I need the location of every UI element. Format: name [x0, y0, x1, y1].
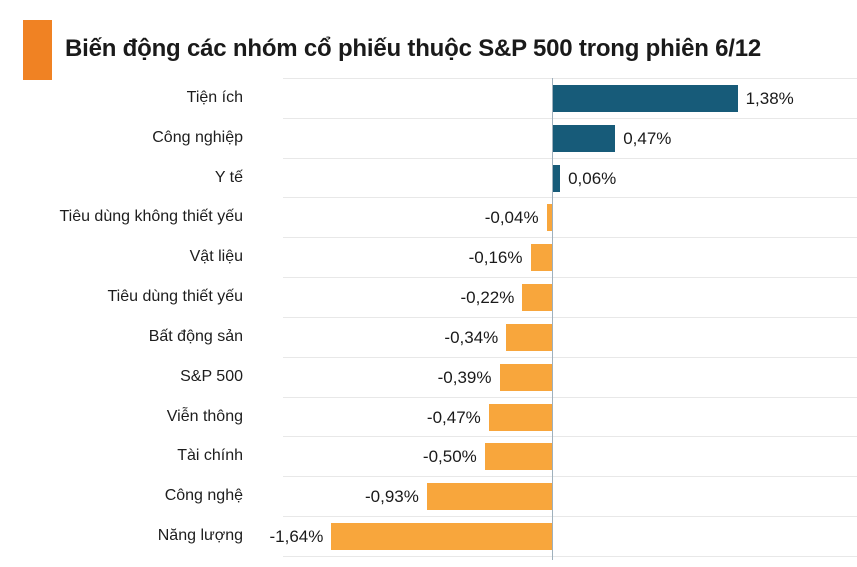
- value-label: 0,06%: [568, 168, 617, 188]
- chart-row: Tiêu dùng không thiết yếu -0,04%: [0, 197, 857, 237]
- category-label: Công nghiệp: [152, 128, 243, 146]
- plot-area: -0,39%: [283, 356, 857, 397]
- category-label: Viễn thông: [166, 407, 243, 425]
- plot-area: -0,93%: [283, 476, 857, 516]
- category-label: S&P 500: [180, 367, 243, 385]
- chart-row: Công nghiệp 0,47%: [0, 117, 857, 158]
- chart-row: Tiêu dùng thiết yếu -0,22%: [0, 277, 857, 317]
- value-label: -0,47%: [426, 407, 481, 427]
- negative-bar: [499, 363, 552, 391]
- negative-bar: [484, 443, 553, 471]
- chart-row: Năng lượng -1,64%: [0, 516, 857, 556]
- plot-area: -0,16%: [283, 237, 857, 277]
- category-label: Y tế: [214, 168, 243, 186]
- negative-bar: [331, 523, 552, 551]
- category-label: Năng lượng: [157, 527, 243, 545]
- category-label: Tài chính: [177, 447, 243, 465]
- value-label: -0,39%: [437, 367, 492, 387]
- negative-bar: [530, 244, 552, 272]
- plot-area: 0,47%: [283, 117, 857, 158]
- chart-row: S&P 500 -0,39%: [0, 356, 857, 397]
- category-label: Tiện ích: [186, 89, 243, 106]
- chart-row: Công nghệ -0,93%: [0, 476, 857, 516]
- plot-area: -0,04%: [283, 197, 857, 237]
- value-label: -0,93%: [365, 487, 419, 507]
- value-label: -0,34%: [444, 327, 499, 347]
- negative-bar: [546, 204, 552, 232]
- chart-row: Bất động sản -0,34%: [0, 316, 857, 357]
- chart-row: Vật liệu -0,16%: [0, 237, 857, 277]
- sp500-sector-bar-chart: Tiện ích 1,38% Công nghiệp 0,47% Y tế 0,06% Ti…: [0, 78, 857, 560]
- plot-area: -1,64%: [270, 516, 857, 556]
- value-label: 1,38%: [745, 89, 794, 108]
- value-label: -0,16%: [468, 248, 523, 268]
- positive-bar: [552, 124, 616, 152]
- zero-axis-line: [552, 78, 553, 560]
- value-label: 0,47%: [623, 128, 672, 148]
- positive-bar: [552, 85, 738, 112]
- value-label: -0,50%: [422, 447, 477, 467]
- chart-row: Tiện ích 1,38%: [0, 78, 857, 118]
- plot-area: -0,47%: [283, 396, 857, 437]
- category-label: Vật liệu: [189, 248, 243, 266]
- negative-bar: [522, 284, 552, 312]
- positive-bar: [552, 164, 561, 192]
- value-label: -1,64%: [269, 527, 324, 547]
- plot-area: -0,50%: [283, 436, 857, 476]
- plot-area: -0,22%: [283, 277, 857, 317]
- category-label: Tiêu dùng không thiết yếu: [59, 208, 243, 226]
- value-label: -0,04%: [484, 208, 539, 228]
- value-label: -0,22%: [460, 288, 515, 308]
- negative-bar: [488, 403, 552, 431]
- category-label: Bất động sản: [148, 327, 243, 345]
- chart-row: Y tế 0,06%: [0, 157, 857, 198]
- plot-area: -0,34%: [283, 316, 857, 357]
- plot-area: 0,06%: [283, 157, 857, 198]
- negative-bar: [506, 323, 552, 351]
- chart-row: Viễn thông -0,47%: [0, 396, 857, 437]
- plot-area: 1,38%: [283, 78, 857, 118]
- category-label: Tiêu dùng thiết yếu: [107, 288, 244, 306]
- chart-row: Tài chính -0,50%: [0, 436, 857, 476]
- negative-bar: [426, 483, 552, 511]
- chart-title: Biến động các nhóm cổ phiếu thuộc S&P 50…: [65, 35, 762, 62]
- bottom-gridline: [283, 556, 857, 557]
- category-label: Công nghệ: [164, 487, 243, 505]
- title-accent-bar: [23, 20, 52, 80]
